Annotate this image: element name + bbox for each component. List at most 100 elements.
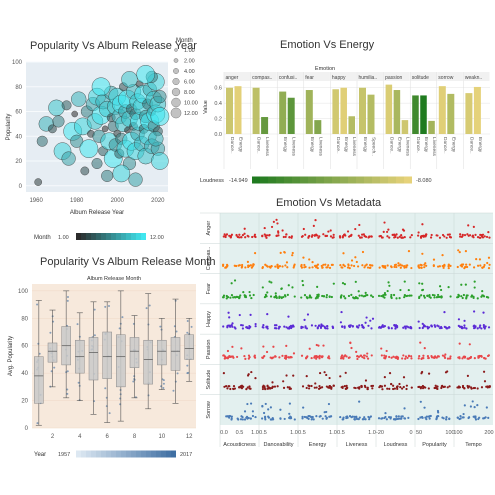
data-point: [380, 294, 383, 298]
data-point: [341, 282, 345, 285]
data-point: [392, 355, 395, 358]
data-point: [383, 416, 386, 420]
data-point: [383, 293, 386, 296]
data-point: [249, 313, 252, 316]
y-tick-label: 0.0: [214, 132, 222, 138]
data-point: [356, 357, 359, 361]
data-point: [66, 392, 69, 395]
column-label: Danceability: [264, 442, 294, 448]
popularity-vs-month-panel: Popularity Vs Album Release Month Album …: [0, 250, 215, 465]
data-point: [467, 224, 470, 227]
data-point: [477, 417, 480, 421]
data-point: [271, 356, 274, 360]
data-point: [481, 290, 484, 293]
data-point: [418, 385, 421, 388]
data-point: [275, 234, 278, 237]
data-point: [383, 221, 386, 224]
bar: [348, 116, 355, 134]
color-legend-swatch: [171, 450, 176, 458]
y-tick-label: 20: [15, 159, 22, 165]
bar-label: Energy: [309, 137, 315, 153]
data-point: [399, 417, 403, 420]
color-legend-swatch: [81, 450, 86, 458]
data-point: [488, 236, 491, 239]
data-point: [303, 318, 306, 321]
data-point: [476, 404, 479, 407]
data-point: [443, 264, 446, 267]
data-point: [305, 356, 308, 359]
data-point: [327, 230, 330, 233]
data-point: [483, 235, 486, 238]
size-legend-label: 12.00: [184, 111, 198, 117]
data-point: [292, 266, 295, 269]
data-point: [228, 316, 231, 319]
data-point: [364, 418, 367, 421]
data-point: [261, 387, 265, 391]
data-point: [393, 387, 396, 390]
size-legend-label: 10.00: [184, 101, 198, 107]
bar-label: Energy: [423, 137, 429, 153]
data-point: [246, 260, 249, 263]
data-point: [353, 297, 356, 300]
data-point: [358, 294, 361, 297]
color-legend-swatch: [268, 176, 276, 184]
data-point: [283, 325, 286, 328]
data-point: [261, 286, 264, 289]
column-header: Emotion: [315, 66, 335, 72]
data-point: [357, 355, 361, 358]
data-point: [240, 387, 244, 390]
group-label: confusi..: [279, 75, 298, 81]
data-point: [321, 417, 324, 420]
data-point: [266, 385, 269, 388]
data-point: [398, 297, 401, 300]
data-point: [447, 267, 450, 270]
data-point: [272, 345, 275, 348]
data-point: [359, 354, 362, 357]
data-point: [381, 264, 384, 268]
data-point: [325, 410, 328, 414]
bar-label: Energy: [362, 137, 368, 153]
bar-label: Dance..: [335, 137, 341, 154]
data-point: [400, 234, 403, 237]
data-point: [236, 295, 239, 299]
data-point: [288, 387, 291, 391]
data-point: [344, 297, 347, 300]
data-point: [311, 234, 314, 237]
data-point: [418, 355, 421, 358]
data-point: [276, 263, 279, 266]
data-point: [325, 385, 328, 388]
data-point: [308, 294, 311, 297]
data-point: [421, 384, 425, 388]
data-point: [288, 386, 291, 389]
data-point: [327, 264, 330, 267]
data-point: [272, 220, 275, 223]
data-point: [223, 233, 226, 236]
data-point: [339, 295, 343, 298]
x-tick-label: 1.0: [368, 430, 376, 436]
data-point: [71, 110, 78, 118]
data-point: [262, 411, 266, 415]
data-point: [445, 236, 448, 239]
data-point: [310, 356, 313, 360]
data-point: [284, 235, 287, 238]
data-point: [430, 324, 433, 327]
data-point: [105, 405, 108, 408]
data-point: [403, 265, 406, 268]
data-point: [241, 233, 244, 237]
data-point: [315, 386, 318, 389]
data-point: [269, 295, 273, 298]
color-legend-swatch: [96, 233, 101, 240]
color-legend-swatch: [316, 176, 324, 184]
color-legend-swatch: [106, 450, 111, 458]
data-point: [269, 406, 272, 409]
data-point: [238, 264, 241, 267]
data-point: [264, 263, 267, 266]
color-legend-swatch: [308, 176, 316, 184]
data-point: [226, 415, 229, 418]
data-point: [419, 400, 422, 403]
data-point: [481, 236, 485, 239]
data-point: [402, 354, 405, 357]
data-point: [459, 415, 462, 418]
data-point: [342, 416, 345, 419]
data-point: [322, 295, 326, 298]
